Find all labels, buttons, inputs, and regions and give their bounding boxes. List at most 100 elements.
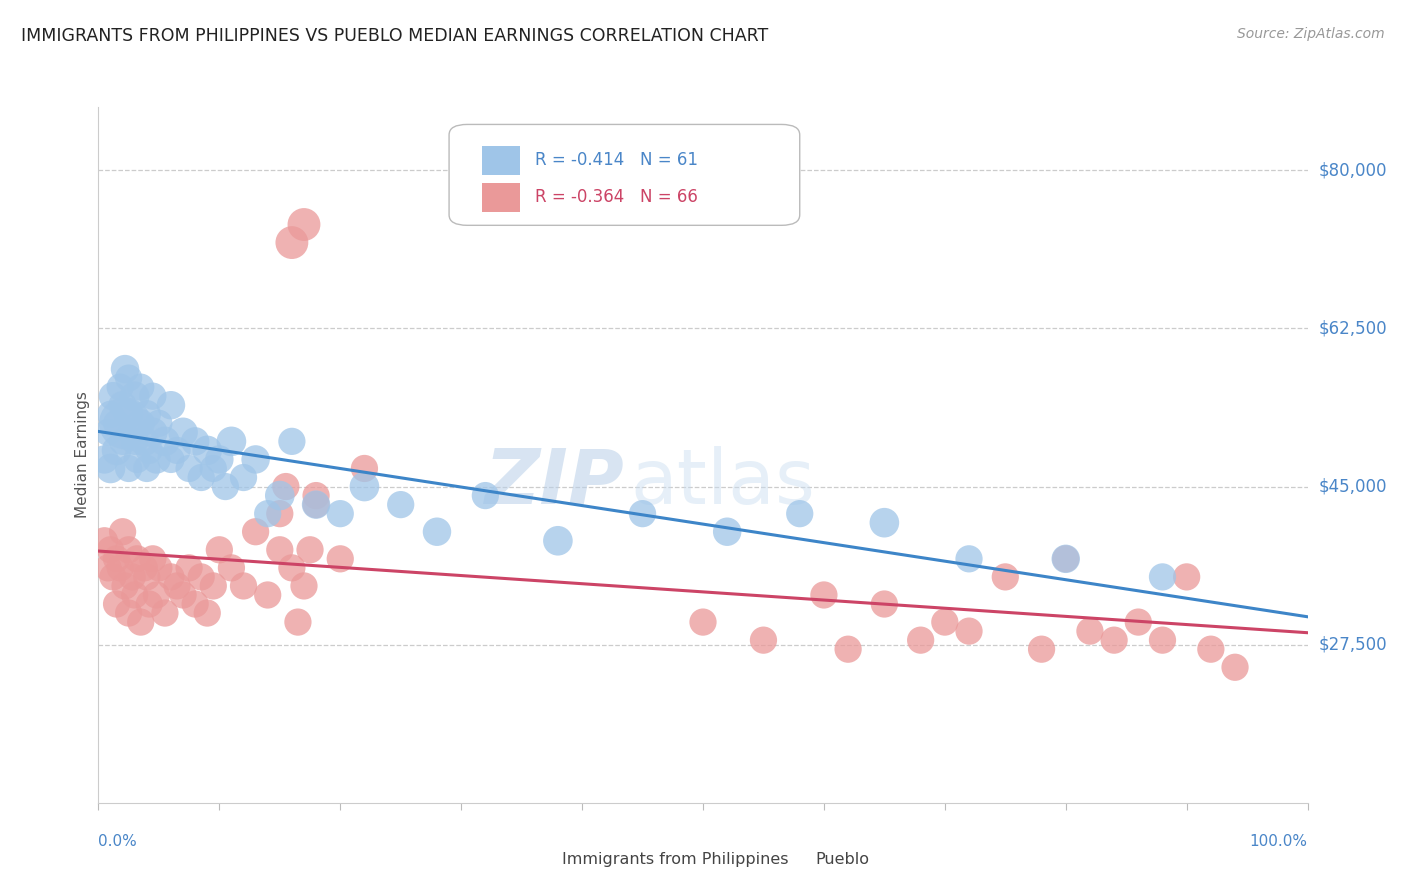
Point <box>202 461 225 475</box>
Point <box>105 597 128 611</box>
Point <box>138 597 160 611</box>
Point <box>1152 570 1174 584</box>
Point <box>910 633 932 648</box>
Point <box>1054 551 1077 566</box>
Point <box>208 452 231 467</box>
Point <box>124 389 146 403</box>
Point <box>118 542 141 557</box>
Point <box>957 624 980 639</box>
FancyBboxPatch shape <box>769 847 803 873</box>
Point <box>1152 633 1174 648</box>
Point <box>114 417 136 431</box>
Point <box>111 398 134 412</box>
Point <box>1078 624 1101 639</box>
Point <box>692 615 714 629</box>
Point <box>134 561 156 575</box>
Point <box>329 507 352 521</box>
Point <box>124 588 146 602</box>
Point <box>114 362 136 376</box>
Point <box>752 633 775 648</box>
Point <box>100 461 122 475</box>
Point <box>135 570 157 584</box>
Point <box>153 434 176 449</box>
Point <box>957 551 980 566</box>
Point <box>389 498 412 512</box>
Point <box>101 570 124 584</box>
Text: atlas: atlas <box>630 446 815 520</box>
Point <box>105 417 128 431</box>
Point <box>135 461 157 475</box>
Point <box>153 606 176 620</box>
Point <box>118 606 141 620</box>
Point <box>177 561 201 575</box>
Point <box>127 452 149 467</box>
Point <box>873 516 896 530</box>
Point <box>195 606 218 620</box>
Text: Source: ZipAtlas.com: Source: ZipAtlas.com <box>1237 27 1385 41</box>
Text: R = -0.414   N = 61: R = -0.414 N = 61 <box>534 152 697 169</box>
Point <box>274 479 297 493</box>
Text: $62,500: $62,500 <box>1319 319 1388 337</box>
Point <box>142 551 165 566</box>
Point <box>177 461 201 475</box>
Point <box>108 380 131 394</box>
Point <box>256 588 278 602</box>
Point <box>121 570 143 584</box>
Point <box>426 524 449 539</box>
Point <box>873 597 896 611</box>
Point <box>166 579 188 593</box>
Point <box>114 579 136 593</box>
Point <box>287 615 309 629</box>
Point <box>1199 642 1222 657</box>
Point <box>837 642 859 657</box>
Text: $80,000: $80,000 <box>1319 161 1388 179</box>
Point <box>232 470 254 484</box>
Point <box>221 434 243 449</box>
Point <box>305 498 328 512</box>
Text: ZIP: ZIP <box>485 446 624 520</box>
Text: IMMIGRANTS FROM PHILIPPINES VS PUEBLO MEDIAN EARNINGS CORRELATION CHART: IMMIGRANTS FROM PHILIPPINES VS PUEBLO ME… <box>21 27 768 45</box>
Point <box>166 443 188 458</box>
Point <box>142 425 165 440</box>
Point <box>298 542 321 557</box>
Point <box>1223 660 1246 674</box>
Point <box>97 425 120 440</box>
Point <box>716 524 738 539</box>
Point <box>221 561 243 575</box>
Point <box>269 542 291 557</box>
Point <box>148 417 170 431</box>
Point <box>1128 615 1150 629</box>
Text: 100.0%: 100.0% <box>1250 834 1308 849</box>
Point <box>184 434 207 449</box>
Text: $27,500: $27,500 <box>1319 636 1388 654</box>
Point <box>353 479 375 493</box>
Point <box>160 570 183 584</box>
Point <box>111 434 134 449</box>
Point <box>129 380 152 394</box>
Point <box>138 443 160 458</box>
Point <box>105 551 128 566</box>
Point <box>245 524 267 539</box>
Point <box>1054 551 1077 566</box>
Point <box>305 498 328 512</box>
Text: R = -0.364   N = 66: R = -0.364 N = 66 <box>534 188 697 206</box>
Point <box>93 533 115 548</box>
Point <box>97 561 120 575</box>
Point <box>1031 642 1053 657</box>
Point <box>813 588 835 602</box>
Point <box>121 425 143 440</box>
Point <box>100 542 122 557</box>
Point <box>118 461 141 475</box>
Point <box>269 507 291 521</box>
Point <box>134 434 156 449</box>
Point <box>100 407 122 421</box>
Point <box>269 489 291 503</box>
Point <box>547 533 569 548</box>
Point <box>160 398 183 412</box>
Point <box>994 570 1017 584</box>
Point <box>329 551 352 566</box>
Point <box>124 434 146 449</box>
Point <box>184 597 207 611</box>
Text: Pueblo: Pueblo <box>815 853 869 867</box>
Point <box>118 371 141 385</box>
